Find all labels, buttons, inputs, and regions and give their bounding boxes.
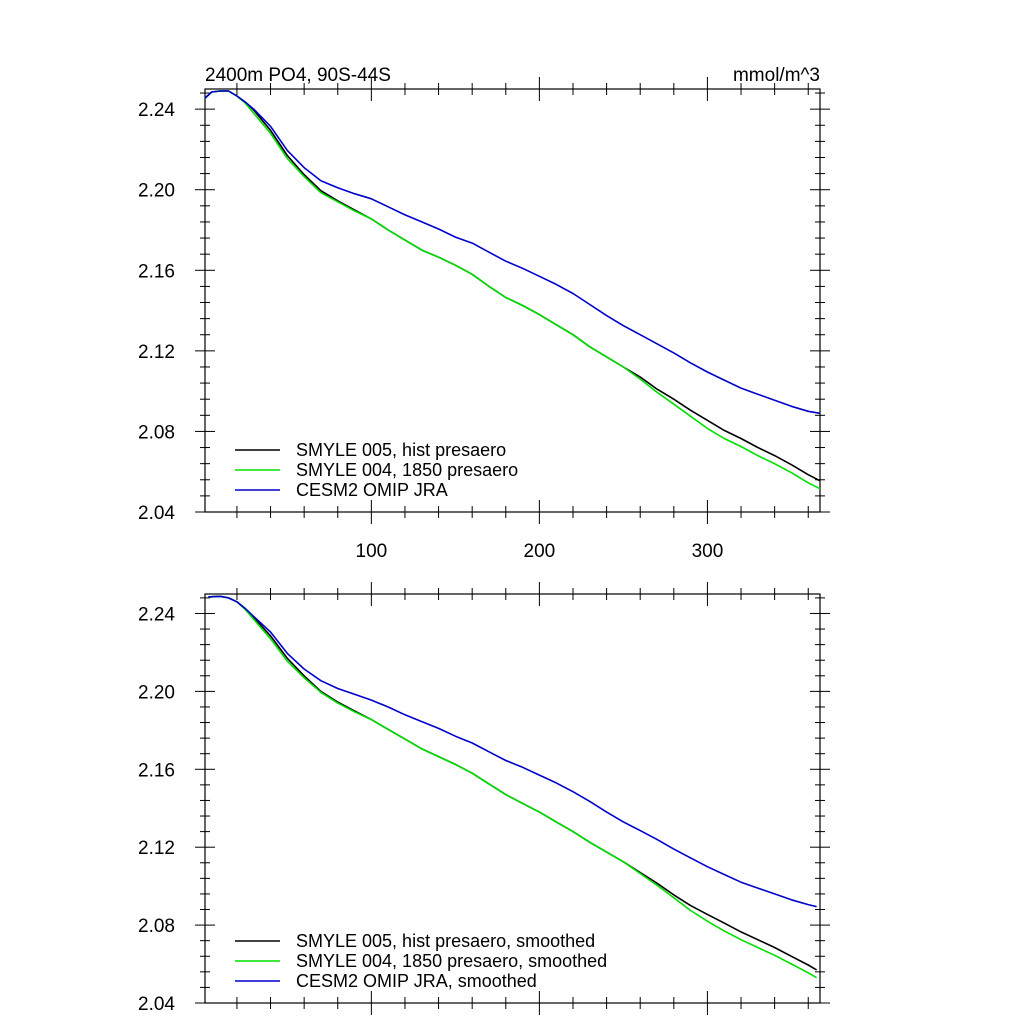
series-line: [204, 90, 821, 415]
x-tick-label: 300: [692, 541, 724, 562]
x-tick-label: 200: [524, 541, 556, 562]
y-tick-label: 2.24: [138, 100, 175, 121]
y-tick-label: 2.12: [138, 342, 175, 363]
series-line: [208, 595, 818, 979]
y-tick-label: 2.04: [138, 503, 175, 524]
y-tick-label: 2.08: [138, 422, 175, 443]
y-tick-label: 2.20: [138, 682, 175, 703]
x-tick-label: 100: [356, 541, 388, 562]
chart-title: 2400m PO4, 90S-44S: [205, 65, 391, 86]
y-tick-label: 2.04: [138, 994, 175, 1015]
plot-frame: [204, 593, 821, 1004]
series-line: [208, 595, 818, 971]
y-tick-label: 2.08: [138, 916, 175, 937]
y-tick-label: 2.24: [138, 604, 175, 625]
y-tick-label: 2.20: [138, 181, 175, 202]
series-line: [204, 90, 821, 482]
legend-label: SMYLE 004, 1850 presaero: [296, 460, 518, 480]
legend-label: CESM2 OMIP JRA, smoothed: [296, 971, 537, 991]
legend-label: SMYLE 005, hist presaero: [296, 440, 506, 460]
top-panel: 2.04 2.08 2.12 2.16 2.20 2.24 100 200 300 2400m P…: [138, 65, 830, 562]
bottom-panel: 2.04 2.08 2.12 2.16 2.20 2.24 SMYLE 005, hist …: [138, 582, 830, 1015]
y-tick-label: 2.16: [138, 261, 175, 282]
y-tick-label: 2.16: [138, 760, 175, 781]
legend-label: SMYLE 005, hist presaero, smoothed: [296, 931, 595, 951]
legend-label: SMYLE 004, 1850 presaero, smoothed: [296, 951, 607, 971]
plot-frame: [204, 88, 821, 513]
units-label: mmol/m^3: [733, 65, 820, 86]
series-line: [208, 595, 817, 908]
legend-label: CESM2 OMIP JRA: [296, 480, 448, 500]
y-tick-label: 2.12: [138, 838, 175, 859]
series-line: [204, 90, 821, 490]
